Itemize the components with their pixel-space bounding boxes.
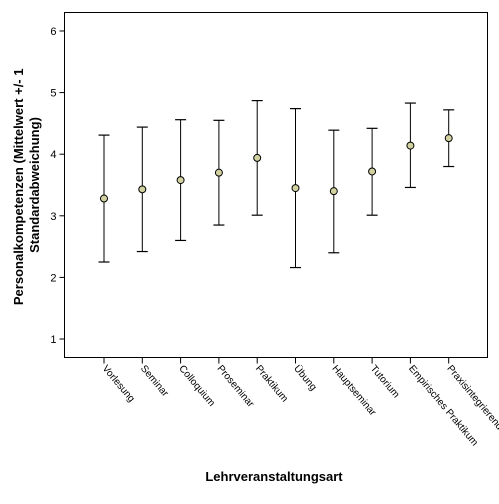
mean-marker <box>291 184 300 193</box>
y-tick-label: 5 <box>50 88 56 100</box>
error-bar-group <box>251 99 263 216</box>
x-category-label: Empirisches Praktikum <box>406 363 480 448</box>
y-tick-label: 4 <box>50 149 56 161</box>
x-category-label: Seminar <box>138 363 171 399</box>
y-tick-label: 6 <box>50 26 56 38</box>
error-bar-group <box>404 102 416 189</box>
y-ticks: 1 2 3 4 5 6 <box>50 26 65 346</box>
mean-marker <box>329 187 338 196</box>
x-category-label: Praktikum <box>253 363 290 404</box>
error-bar-group <box>443 109 455 168</box>
x-ticks: Vorlesung Seminar ColloquiumProseminarPrak… <box>100 357 499 448</box>
plot-frame <box>64 12 488 358</box>
x-category-label: Tutorium <box>368 363 402 400</box>
error-bar-group <box>136 126 148 253</box>
mean-marker <box>444 134 453 143</box>
mean-marker <box>253 153 262 162</box>
x-category-label: Übung <box>291 363 319 393</box>
error-bar-group <box>213 119 225 226</box>
y-tick-label: 3 <box>50 211 56 223</box>
error-bar-group <box>328 129 340 254</box>
y-tick-label: 1 <box>50 334 56 346</box>
mean-marker <box>406 141 415 150</box>
mean-marker <box>214 168 223 177</box>
y-axis-title: Personalkompetenzen (Mittelwert +/- 1 St… <box>11 65 42 305</box>
error-bar-group <box>290 108 301 269</box>
y-axis-title-line-1: Personalkompetenzen (Mittelwert +/- 1 <box>11 69 26 306</box>
x-category-label: Colloquium <box>176 363 217 408</box>
error-bar-series <box>98 99 455 269</box>
mean-marker <box>100 194 108 203</box>
y-tick-label: 2 <box>50 272 56 284</box>
error-bar-group <box>175 119 187 242</box>
error-bar-group <box>366 127 378 216</box>
y-axis-title-line-2: Standardabweichung) <box>27 117 42 253</box>
error-bar-group <box>98 134 110 263</box>
x-category-label: Proseminar <box>215 363 257 410</box>
x-axis-title: Lehrveranstaltungsart <box>205 469 343 484</box>
mean-marker <box>138 185 147 194</box>
mean-marker <box>368 167 377 176</box>
mean-marker <box>176 176 185 185</box>
x-category-label: Vorlesung <box>100 363 137 404</box>
